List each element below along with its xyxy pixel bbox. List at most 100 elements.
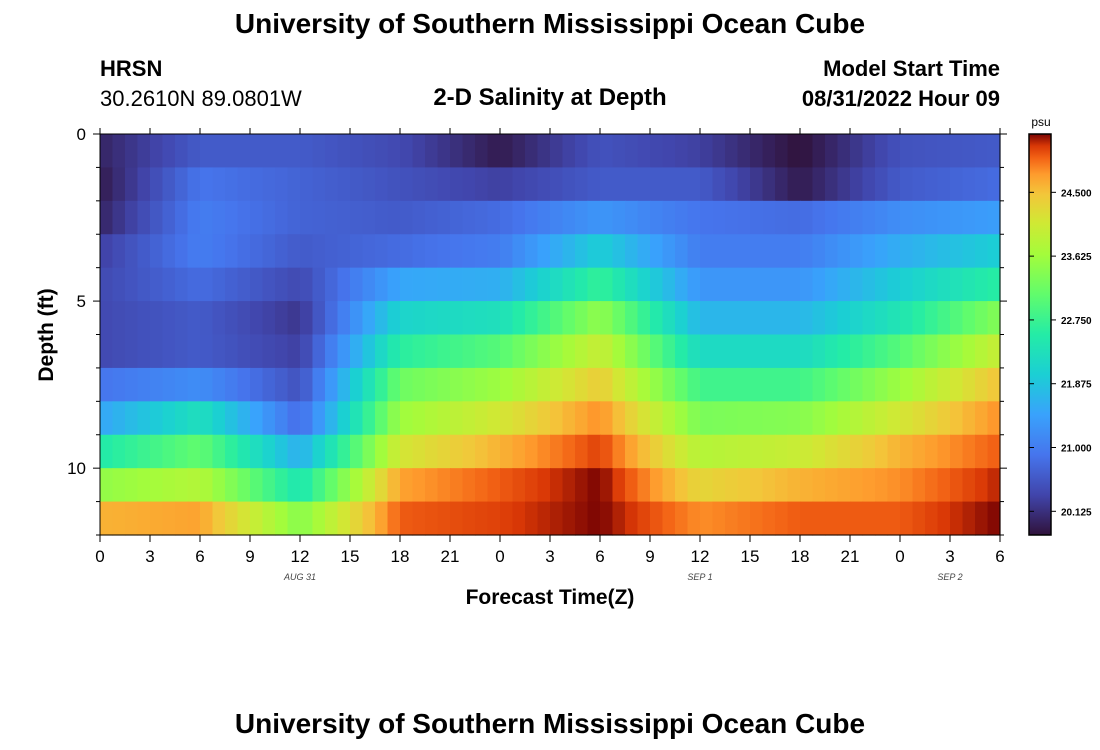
heatmap-cell (887, 267, 901, 302)
heatmap-cell (237, 267, 251, 302)
heatmap-cell (475, 134, 489, 169)
heatmap-cell (400, 134, 414, 169)
heatmap-cell (425, 334, 439, 369)
heatmap-cell (987, 434, 1001, 469)
heatmap-cell (575, 468, 589, 503)
heatmap-cell (862, 234, 876, 269)
heatmap-cell (512, 468, 526, 503)
heatmap-cell (875, 468, 889, 503)
heatmap-cell (437, 267, 451, 302)
heatmap-cell (800, 167, 814, 202)
date-label: SEP 1 (687, 572, 712, 582)
heatmap-cell (475, 367, 489, 402)
heatmap-cell (925, 200, 939, 235)
colorbar-gradient (1028, 133, 1052, 536)
heatmap-cell (200, 167, 214, 202)
heatmap-cell (950, 468, 964, 503)
heatmap-cell (337, 200, 351, 235)
heatmap-cell (762, 334, 776, 369)
heatmap-cell (300, 468, 314, 503)
heatmap-cell (887, 134, 901, 169)
heatmap-cell (612, 134, 626, 169)
heatmap-cell (450, 401, 464, 436)
heatmap-cell (900, 301, 914, 336)
heatmap-cell (275, 301, 289, 336)
heatmap-cell (275, 267, 289, 302)
heatmap-cell (637, 401, 651, 436)
heatmap-cell (275, 334, 289, 369)
heatmap-cell (525, 200, 539, 235)
heatmap-cell (100, 234, 114, 269)
heatmap-cell (537, 468, 551, 503)
heatmap-cell (550, 468, 564, 503)
heatmap-cell (550, 501, 564, 536)
heatmap-cell (337, 134, 351, 169)
heatmap-cell (412, 267, 426, 302)
heatmap-cell (875, 200, 889, 235)
heatmap-cell (812, 200, 826, 235)
heatmap-cell (450, 468, 464, 503)
heatmap-cell (750, 501, 764, 536)
heatmap-cell (175, 134, 189, 169)
heatmap-cell (787, 134, 801, 169)
heatmap-cell (125, 468, 139, 503)
y-tick-label: 0 (77, 125, 86, 144)
heatmap-cell (375, 267, 389, 302)
heatmap-cell (900, 434, 914, 469)
heatmap-cell (475, 434, 489, 469)
heatmap-cell (150, 434, 164, 469)
heatmap-cell (137, 434, 151, 469)
heatmap-cell (562, 434, 576, 469)
heatmap-cell (825, 434, 839, 469)
heatmap-cell (700, 401, 714, 436)
heatmap-cell (537, 367, 551, 402)
heatmap-cell (162, 234, 176, 269)
heatmap-cell (275, 468, 289, 503)
heatmap-cell (187, 167, 201, 202)
station-coordinates: 30.2610N 89.0801W (100, 86, 302, 111)
heatmap-cell (725, 234, 739, 269)
heatmap-cell (250, 501, 264, 536)
heatmap-cell (900, 267, 914, 302)
heatmap-cell (987, 501, 1001, 536)
heatmap-cell (437, 468, 451, 503)
heatmap-cell (212, 301, 226, 336)
heatmap-cell (837, 334, 851, 369)
colorbar-tick-label: 21.000 (1061, 444, 1092, 455)
heatmap-cell (562, 234, 576, 269)
heatmap-cell (737, 234, 751, 269)
heatmap-cell (875, 434, 889, 469)
heatmap-cell (587, 468, 601, 503)
heatmap-cell (987, 267, 1001, 302)
heatmap-cell (275, 234, 289, 269)
heatmap-cell (500, 167, 514, 202)
heatmap-cell (662, 334, 676, 369)
heatmap-cell (337, 267, 351, 302)
heatmap-cell (650, 200, 664, 235)
heatmap-cell (637, 334, 651, 369)
heatmap-cell (787, 301, 801, 336)
heatmap-cell (387, 200, 401, 235)
heatmap-cell (462, 167, 476, 202)
heatmap-cell (537, 434, 551, 469)
heatmap-cell (212, 200, 226, 235)
heatmap-cell (625, 401, 639, 436)
heatmap-cell (812, 501, 826, 536)
heatmap-cell (287, 234, 301, 269)
heatmap-cell (675, 167, 689, 202)
heatmap-cell (125, 267, 139, 302)
heatmap-cell (600, 134, 614, 169)
heatmap-cell (450, 200, 464, 235)
heatmap-cell (412, 167, 426, 202)
heatmap-cell (800, 200, 814, 235)
heatmap-cell (925, 367, 939, 402)
heatmap-cell (150, 234, 164, 269)
heatmap-cell (225, 167, 239, 202)
heatmap-cell (325, 167, 339, 202)
heatmap-cell (887, 367, 901, 402)
heatmap-cell (425, 401, 439, 436)
heatmap-cell (562, 501, 576, 536)
heatmap-cell (162, 267, 176, 302)
heatmap-cell (212, 334, 226, 369)
heatmap-cell (237, 501, 251, 536)
